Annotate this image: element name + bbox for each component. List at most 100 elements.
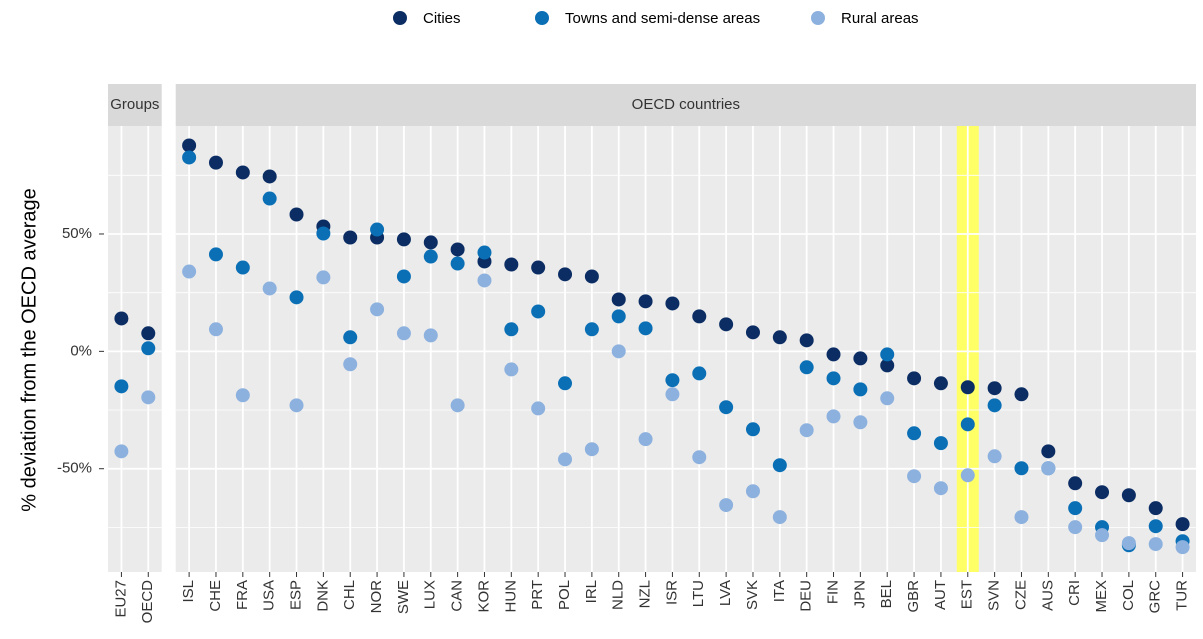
dot (558, 452, 573, 467)
x-tick-label: CAN (449, 580, 466, 612)
dot (558, 267, 573, 282)
x-tick-label: ISL (180, 580, 197, 603)
dot (1014, 387, 1029, 402)
dot (396, 232, 411, 247)
dot (1068, 476, 1083, 491)
dot (343, 357, 358, 372)
dot (853, 382, 868, 397)
dot (772, 330, 787, 345)
x-tick-label: FRA (234, 580, 251, 610)
dot (611, 309, 626, 324)
x-tick-label: USA (261, 580, 278, 611)
dot (316, 226, 331, 241)
dot (235, 388, 250, 403)
y-tick-label: 50% (62, 225, 92, 242)
dot (114, 444, 129, 459)
dot (262, 169, 277, 184)
dot (423, 328, 438, 343)
dot (692, 309, 707, 324)
dot (772, 510, 787, 525)
x-tick-label: ESP (287, 580, 304, 610)
dot (692, 450, 707, 465)
x-tick-label: NLD (610, 580, 627, 610)
dot (262, 281, 277, 296)
strip-label: Groups (110, 96, 159, 113)
dot (477, 245, 492, 260)
dot (1121, 536, 1136, 551)
x-tick-label: AUS (1039, 580, 1056, 611)
dot (719, 498, 734, 513)
dot (235, 260, 250, 275)
dot (1148, 501, 1163, 516)
dot (1068, 501, 1083, 516)
dot (611, 344, 626, 359)
dot (504, 257, 519, 272)
dot (880, 347, 895, 362)
x-tick-label: HUN (502, 580, 519, 613)
dot (182, 264, 197, 279)
x-tick-label: GBR (905, 580, 922, 613)
x-tick-label: NZL (637, 580, 654, 608)
legend-label: Rural areas (841, 10, 919, 27)
x-tick-label: LUX (422, 580, 439, 609)
legend-marker (535, 11, 549, 25)
dot (396, 326, 411, 341)
dot (799, 360, 814, 375)
x-tick-label: EST (959, 580, 976, 609)
x-tick-label: ITA (771, 580, 788, 602)
x-tick-label: CHL (341, 580, 358, 610)
dot (343, 230, 358, 245)
x-tick-label: CRI (1066, 580, 1083, 606)
dot (423, 235, 438, 250)
dot (799, 333, 814, 348)
y-tick-label: 0% (70, 342, 92, 359)
dot (772, 458, 787, 473)
x-tick-label: NOR (368, 580, 385, 614)
dot (826, 371, 841, 386)
dot (907, 469, 922, 484)
dot (289, 207, 304, 222)
dot (853, 415, 868, 430)
dot (182, 150, 197, 165)
dot (423, 249, 438, 264)
dot (370, 222, 385, 237)
dot (396, 269, 411, 284)
dot (907, 426, 922, 441)
dot (343, 330, 358, 345)
dot (960, 417, 975, 432)
dot (638, 432, 653, 447)
dot (665, 373, 680, 388)
dot (987, 398, 1002, 413)
dot (289, 290, 304, 305)
x-tick-label: LTU (690, 580, 707, 607)
dot (114, 311, 129, 326)
dot (826, 409, 841, 424)
x-tick-label: SVN (986, 580, 1003, 611)
dot (826, 347, 841, 362)
x-tick-label: ISR (663, 580, 680, 605)
dot (799, 423, 814, 438)
x-tick-label: JPN (851, 580, 868, 608)
dot (1175, 540, 1190, 555)
dot (450, 242, 465, 257)
dot (1121, 488, 1136, 503)
dot (558, 376, 573, 391)
strip (175, 84, 1196, 126)
x-tick-label: FIN (824, 580, 841, 604)
dot (880, 391, 895, 406)
dot (1095, 485, 1110, 500)
dot (719, 317, 734, 332)
dot (853, 351, 868, 366)
x-tick-label: GRC (1147, 580, 1164, 614)
dot (182, 138, 197, 153)
x-tick-label: SVK (744, 580, 761, 610)
legend-marker (811, 11, 825, 25)
dot (531, 260, 546, 275)
dot (933, 481, 948, 496)
x-tick-label: KOR (475, 580, 492, 613)
dot (114, 379, 129, 394)
strip-label: OECD countries (632, 96, 740, 113)
x-tick-label: BEL (878, 580, 895, 608)
dot (316, 270, 331, 285)
dot (665, 296, 680, 311)
